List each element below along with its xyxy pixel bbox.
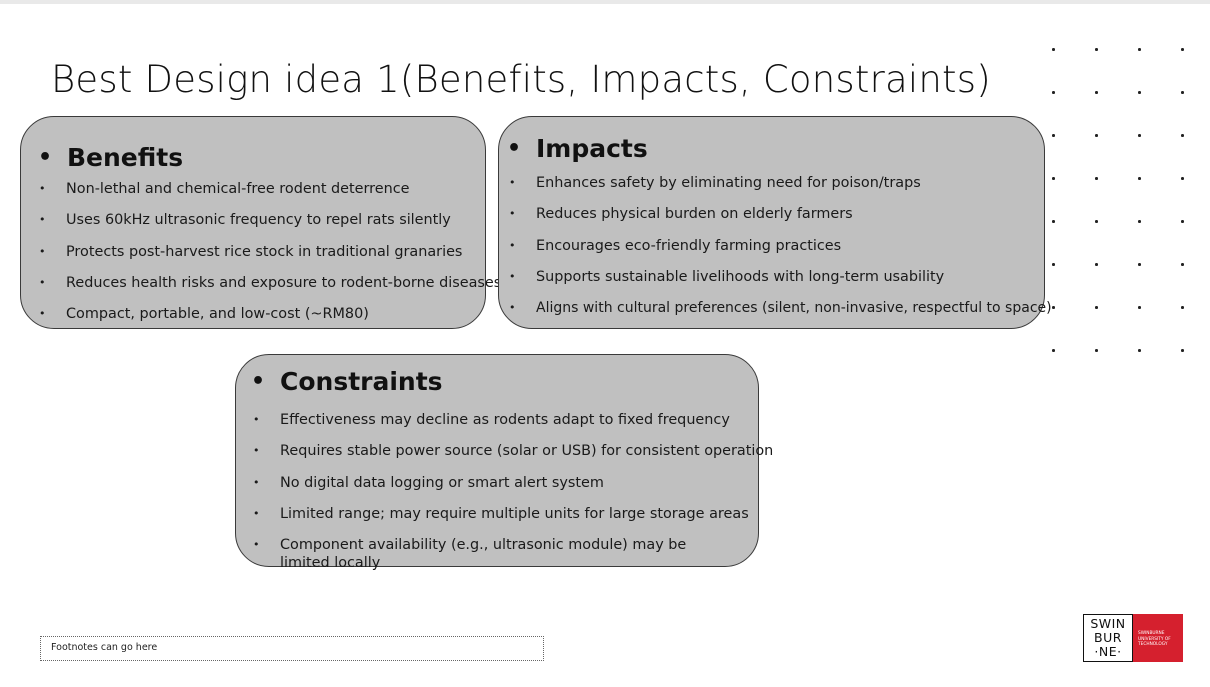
bullet-icon: • xyxy=(38,145,53,170)
swinburne-logo: SWIN BUR ·NE· SWINBURNE UNIVERSITY OF TE… xyxy=(1083,614,1183,662)
window-top-bar xyxy=(0,0,1210,4)
constraints-box: • Constraints • Effectiveness may decline… xyxy=(235,354,773,571)
benefits-heading-text: Benefits xyxy=(67,143,184,172)
grid-dot xyxy=(1095,220,1098,223)
bullet-icon: • xyxy=(253,506,260,520)
grid-dot xyxy=(1138,306,1141,309)
list-item: • Compact, portable, and low-cost (~RM80) xyxy=(39,306,369,323)
list-item: • Reduces physical burden on elderly farm… xyxy=(509,206,853,223)
list-item: • Effectiveness may decline as rodents ad… xyxy=(253,412,730,428)
impacts-list: • Enhances safety by eliminating need for… xyxy=(509,174,1052,330)
grid-dot xyxy=(1181,91,1184,94)
bullet-icon: • xyxy=(253,475,260,489)
grid-dot xyxy=(1181,134,1184,137)
grid-dot xyxy=(1138,134,1141,137)
bullet-icon: • xyxy=(509,207,516,221)
list-item: • No digital data logging or smart alert … xyxy=(253,474,604,491)
benefits-heading: • Benefits xyxy=(38,143,183,172)
dot-grid-decoration xyxy=(1048,44,1198,364)
grid-dot xyxy=(1052,91,1055,94)
slide-title: Best Design idea 1(Benefits, Impacts, Co… xyxy=(51,58,991,101)
bullet-icon: • xyxy=(509,269,516,283)
constraints-heading-text: Constraints xyxy=(280,367,443,396)
bullet-icon: • xyxy=(253,538,260,552)
grid-dot xyxy=(1138,177,1141,180)
bullet-icon: • xyxy=(39,182,46,195)
grid-dot xyxy=(1095,263,1098,266)
bullet-icon: • xyxy=(39,307,46,321)
logo-wordmark: SWIN BUR ·NE· xyxy=(1083,614,1133,662)
list-item: • Encourages eco-friendly farming practic… xyxy=(509,237,842,254)
list-item: • Protects post-harvest rice stock in tra… xyxy=(39,243,463,260)
bullet-icon: • xyxy=(509,176,516,189)
list-item: • Limited range; may require multiple uni… xyxy=(253,505,749,522)
impacts-heading: • Impacts xyxy=(507,134,648,163)
bullet-icon: • xyxy=(39,244,46,258)
bullet-icon: • xyxy=(251,369,266,394)
constraints-list: • Effectiveness may decline as rodents ad… xyxy=(253,411,774,572)
bullet-icon: • xyxy=(509,238,516,252)
grid-dot xyxy=(1052,306,1055,309)
benefits-box: • Benefits • Non-lethal and chemical-free… xyxy=(20,116,501,329)
list-item: • Aligns with cultural preferences (silen… xyxy=(509,300,1052,317)
bullet-icon: • xyxy=(39,213,46,227)
list-item: • Non-lethal and chemical-free rodent det… xyxy=(39,181,410,197)
grid-dot xyxy=(1052,134,1055,137)
grid-dot xyxy=(1052,177,1055,180)
constraints-heading: • Constraints xyxy=(251,367,443,396)
bullet-icon: • xyxy=(507,136,522,161)
list-item: • Component availability (e.g., ultrasoni… xyxy=(253,537,687,572)
benefits-list: • Non-lethal and chemical-free rodent det… xyxy=(39,180,502,336)
bullet-icon: • xyxy=(509,301,516,315)
grid-dot xyxy=(1052,220,1055,223)
footnote-box[interactable]: Footnotes can go here xyxy=(40,636,544,661)
impacts-box: • Impacts • Enhances safety by eliminatin… xyxy=(498,116,1052,329)
grid-dot xyxy=(1181,48,1184,51)
bullet-icon: • xyxy=(253,444,260,458)
grid-dot xyxy=(1052,349,1055,352)
grid-dot xyxy=(1095,91,1098,94)
grid-dot xyxy=(1052,48,1055,51)
list-item: • Reduces health risks and exposure to ro… xyxy=(39,274,502,291)
grid-dot xyxy=(1138,48,1141,51)
grid-dot xyxy=(1181,349,1184,352)
list-item: • Enhances safety by eliminating need for… xyxy=(509,175,921,191)
grid-dot xyxy=(1095,134,1098,137)
list-item: • Uses 60kHz ultrasonic frequency to repe… xyxy=(39,212,451,229)
impacts-heading-text: Impacts xyxy=(536,134,648,163)
list-item: • Supports sustainable livelihoods with l… xyxy=(509,268,945,285)
grid-dot xyxy=(1095,349,1098,352)
grid-dot xyxy=(1181,263,1184,266)
grid-dot xyxy=(1138,220,1141,223)
list-item: • Requires stable power source (solar or … xyxy=(253,443,774,460)
grid-dot xyxy=(1181,220,1184,223)
grid-dot xyxy=(1138,349,1141,352)
grid-dot xyxy=(1095,177,1098,180)
grid-dot xyxy=(1052,263,1055,266)
slide: Best Design idea 1(Benefits, Impacts, Co… xyxy=(0,4,1210,687)
bullet-icon: • xyxy=(39,275,46,289)
grid-dot xyxy=(1138,91,1141,94)
bullet-icon: • xyxy=(253,413,260,426)
grid-dot xyxy=(1181,177,1184,180)
grid-dot xyxy=(1138,263,1141,266)
grid-dot xyxy=(1095,48,1098,51)
grid-dot xyxy=(1095,306,1098,309)
grid-dot xyxy=(1181,306,1184,309)
logo-tagline: SWINBURNE UNIVERSITY OF TECHNOLOGY xyxy=(1133,614,1183,662)
